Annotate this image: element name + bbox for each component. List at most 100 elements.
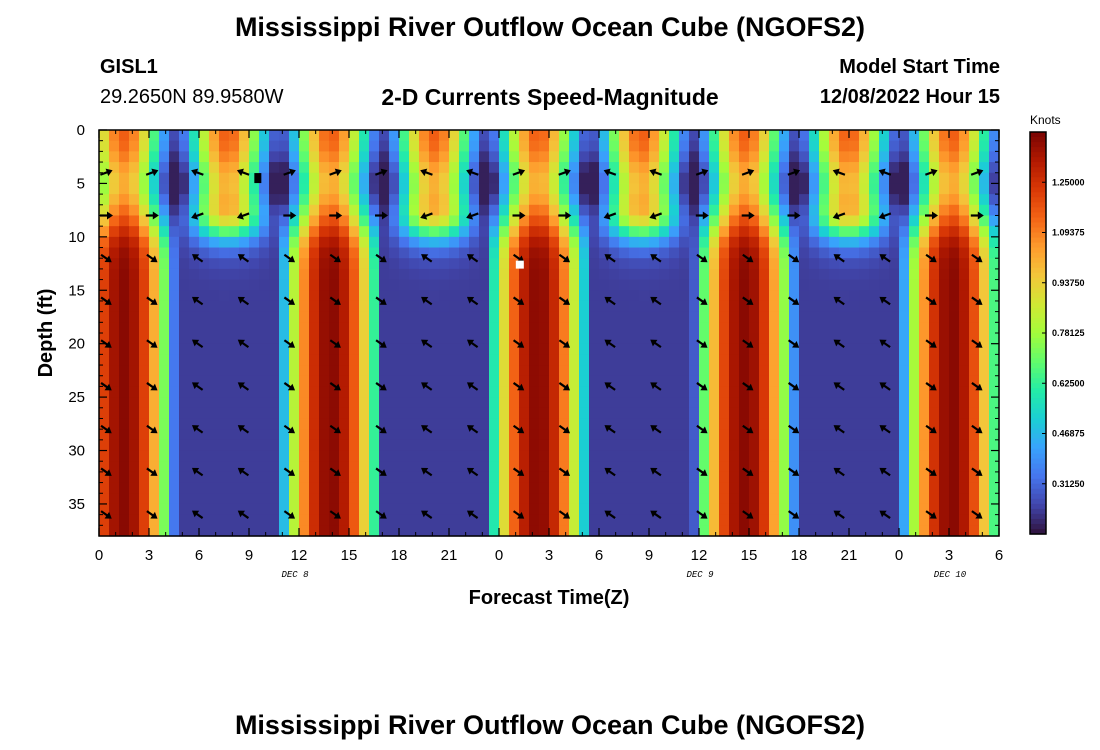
heat-cell: [209, 226, 220, 238]
heat-cell: [409, 151, 420, 163]
heat-cell: [379, 343, 390, 355]
heat-cell: [579, 258, 590, 270]
heat-cell: [509, 471, 520, 484]
heat-cell: [489, 343, 500, 355]
heat-cell: [759, 429, 770, 441]
x-tick-label: 9: [645, 547, 653, 564]
heat-cell: [249, 204, 260, 217]
heat-cell: [339, 162, 350, 174]
current-arrow: [283, 211, 297, 220]
current-arrow: [833, 254, 845, 263]
heat-cell: [489, 450, 500, 462]
heat-cell: [749, 226, 760, 238]
current-arrow: [970, 168, 984, 177]
heat-cell: [339, 247, 350, 259]
colorbar-segment: [1030, 152, 1046, 158]
heat-cell: [569, 493, 580, 505]
heat-cell: [259, 386, 270, 398]
heat-cell: [269, 140, 280, 152]
heat-cell: [959, 333, 970, 345]
heat-cell: [639, 268, 650, 281]
heat-cell: [569, 226, 580, 238]
heat-cell: [599, 322, 610, 334]
heat-cell: [549, 290, 560, 302]
heat-cell: [959, 514, 970, 526]
heat-cell: [309, 525, 320, 537]
heat-cell: [809, 439, 820, 452]
heat-cell: [619, 418, 630, 430]
heat-cell: [349, 279, 360, 291]
heat-cell: [929, 162, 940, 174]
heat-cell: [259, 300, 270, 313]
colorbar-segment: [1030, 287, 1046, 294]
model-start-value: 12/08/2022 Hour 15: [819, 86, 1000, 108]
heat-cell: [539, 236, 550, 249]
heat-cell: [169, 354, 180, 366]
heat-cell: [849, 386, 860, 398]
heat-cell: [989, 461, 1000, 473]
heat-cell: [949, 429, 960, 441]
heat-cell: [859, 386, 870, 398]
heat-cell: [959, 365, 970, 377]
heat-cell: [969, 514, 980, 526]
heat-cell: [539, 172, 550, 185]
heat-cell: [859, 183, 870, 195]
heat-cell: [379, 172, 390, 185]
heat-cell: [459, 407, 470, 420]
current-arrow: [375, 339, 387, 348]
heat-cell: [599, 354, 610, 366]
heat-cell: [529, 354, 540, 366]
heat-cell: [859, 407, 870, 420]
heat-cell: [749, 279, 760, 291]
heat-cell: [229, 493, 240, 505]
heat-cell: [349, 290, 360, 302]
heat-cell: [309, 258, 320, 270]
heat-cell: [509, 365, 520, 377]
heat-cell: [419, 514, 430, 526]
heat-cell: [929, 418, 940, 430]
heat-cell: [859, 375, 870, 388]
heat-cell: [789, 397, 800, 409]
heat-cell: [459, 375, 470, 388]
heat-cell: [399, 236, 410, 249]
heat-cell: [699, 397, 710, 409]
heat-cell: [699, 162, 710, 174]
heat-cell: [319, 514, 330, 526]
heat-cell: [269, 354, 280, 366]
heat-cell: [419, 333, 430, 345]
heat-cell: [369, 514, 380, 526]
heat-cell: [429, 258, 440, 270]
heat-cell: [179, 194, 190, 206]
heat-cell: [649, 386, 660, 398]
heat-cell: [309, 151, 320, 163]
heat-cell: [279, 525, 290, 537]
heat-cell: [739, 279, 750, 291]
heat-cell: [929, 397, 940, 409]
heat-cell: [529, 439, 540, 452]
heat-cell: [889, 354, 900, 366]
heat-cell: [659, 194, 670, 206]
heat-cell: [489, 386, 500, 398]
heat-cell: [649, 204, 660, 217]
heat-cell: [329, 461, 340, 473]
heat-cell: [789, 151, 800, 163]
heat-cell: [369, 130, 380, 142]
heat-cell: [649, 226, 660, 238]
heat-cell: [709, 333, 720, 345]
heat-cell: [209, 236, 220, 249]
heat-cell: [619, 429, 630, 441]
heat-cell: [809, 333, 820, 345]
heat-cell: [219, 226, 230, 238]
heat-cell: [679, 204, 690, 217]
heat-cell: [539, 482, 550, 494]
heat-cell: [779, 418, 790, 430]
current-arrow: [375, 296, 387, 305]
heat-cell: [289, 268, 300, 281]
heat-cell: [239, 204, 250, 217]
heat-cell: [839, 450, 850, 462]
heat-cell: [349, 258, 360, 270]
heat-cell: [819, 525, 830, 537]
current-arrow: [237, 296, 250, 306]
heat-cell: [159, 525, 170, 537]
heat-cell: [599, 140, 610, 152]
